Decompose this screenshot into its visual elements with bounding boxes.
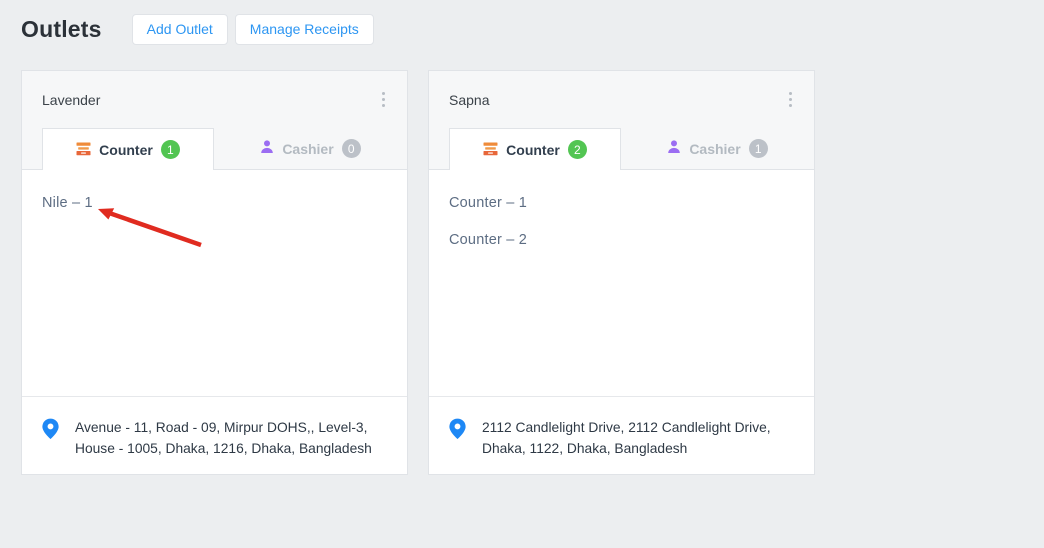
outlet-address: 2112 Candlelight Drive, 2112 Candlelight… (482, 420, 771, 456)
add-outlet-button[interactable]: Add Outlet (131, 14, 228, 45)
tab-cashier-label: Cashier (689, 140, 741, 157)
card-footer: Avenue - 11, Road - 09, Mirpur DOHS,, Le… (22, 396, 407, 476)
card-header: Sapna Counter 2 Cashier 1 (429, 71, 814, 170)
cashier-count-badge: 0 (341, 139, 361, 158)
counter-count-badge: 2 (567, 140, 587, 159)
map-pin-icon (42, 418, 59, 445)
tab-cashier[interactable]: Cashier 0 (214, 128, 407, 169)
outlet-address: Avenue - 11, Road - 09, Mirpur DOHS,, Le… (75, 420, 372, 456)
manage-receipts-button[interactable]: Manage Receipts (234, 14, 374, 45)
card-body: Counter – 1 Counter – 2 (429, 170, 814, 396)
outlet-card-sapna: Sapna Counter 2 Cashier 1 Counter (428, 70, 815, 475)
page-title: Outlets (21, 16, 102, 42)
counter-list-item: Nile – 1 (42, 195, 93, 211)
tab-cashier[interactable]: Cashier 1 (621, 128, 814, 169)
card-footer: 2112 Candlelight Drive, 2112 Candlelight… (429, 396, 814, 476)
kebab-menu-icon[interactable] (374, 87, 394, 113)
tab-counter-label: Counter (99, 141, 153, 158)
tab-cashier-label: Cashier (282, 140, 334, 157)
map-pin-icon (449, 418, 466, 445)
tab-counter[interactable]: Counter 2 (449, 128, 621, 170)
counter-list-item: Counter – 2 (449, 232, 527, 248)
counter-list-item: Counter – 1 (449, 195, 527, 211)
cashier-count-badge: 1 (748, 139, 768, 158)
cash-register-icon (483, 141, 498, 159)
card-header: Lavender Counter 1 Cashier 0 (22, 71, 407, 170)
person-icon (667, 140, 681, 157)
tab-bar: Counter 1 Cashier 0 (22, 128, 407, 170)
card-body: Nile – 1 (22, 170, 407, 396)
outlet-name: Lavender (42, 91, 101, 108)
kebab-menu-icon[interactable] (781, 87, 801, 113)
cash-register-icon (76, 141, 91, 159)
tab-counter[interactable]: Counter 1 (42, 128, 214, 170)
outlet-card-lavender: Lavender Counter 1 Cashier 0 Nile (21, 70, 408, 475)
tab-counter-label: Counter (506, 141, 560, 158)
counter-count-badge: 1 (160, 140, 180, 159)
page-header: Outlets Add Outlet Manage Receipts (21, 14, 381, 45)
outlet-name: Sapna (449, 91, 490, 108)
tab-bar: Counter 2 Cashier 1 (429, 128, 814, 170)
person-icon (260, 140, 274, 157)
